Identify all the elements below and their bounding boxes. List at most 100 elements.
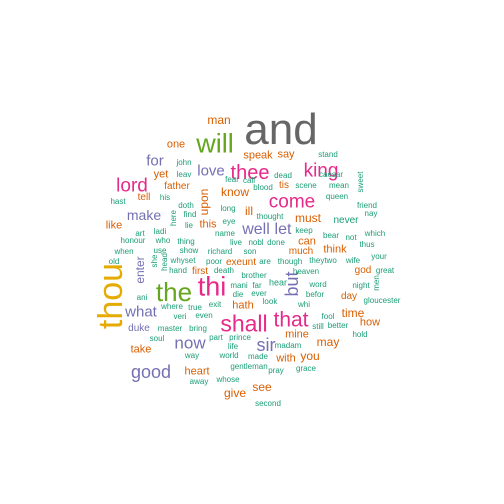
word-soul: soul <box>149 334 165 343</box>
word-dead: dead <box>274 171 292 180</box>
word-grace: grace <box>295 364 317 373</box>
word-head: head <box>160 253 169 271</box>
word-done: done <box>267 238 285 247</box>
word-tell: tell <box>137 192 151 203</box>
word-when: when <box>114 247 134 256</box>
word-say: say <box>277 148 295 161</box>
word-prince: prince <box>229 333 251 342</box>
word-away: away <box>189 377 209 386</box>
word-queen: queen <box>325 192 349 201</box>
word-leav: leav <box>176 170 192 179</box>
word-word: word <box>309 280 327 289</box>
word-veri: veri <box>173 312 187 321</box>
word-whyset: whyset <box>170 256 196 265</box>
word-second: second <box>255 399 281 408</box>
word-brother: brother <box>241 271 267 280</box>
word-father: father <box>164 181 190 192</box>
word-mine: mine <box>285 328 309 341</box>
word-honour: honour <box>120 236 146 245</box>
word-sir: sir <box>256 335 276 355</box>
word-come: come <box>268 191 316 213</box>
word-theytwo: theytwo <box>309 256 337 265</box>
word-your: your <box>371 252 387 261</box>
word-duke: duke <box>128 323 150 334</box>
word-see: see <box>252 380 272 394</box>
word-bring: bring <box>189 324 207 333</box>
word-well: well <box>242 221 270 238</box>
word-true: true <box>188 303 202 312</box>
word-part: part <box>209 333 223 342</box>
word-she: she <box>150 254 159 268</box>
word-madam: madam <box>274 341 302 350</box>
word-day: day <box>340 291 358 302</box>
word-tis: tis <box>279 180 289 191</box>
word-must: must <box>294 211 322 225</box>
word-which: which <box>364 229 386 238</box>
word-shall: shall <box>220 310 268 337</box>
word-fear: fear <box>225 175 239 184</box>
word-thing: thing <box>177 237 195 246</box>
word-doth: doth <box>178 201 194 210</box>
word-heart: heart <box>184 365 210 378</box>
word-keep: keep <box>295 226 313 235</box>
word-whi: whi <box>297 300 311 309</box>
word-sweet: sweet <box>356 171 365 193</box>
word-world: world <box>219 351 239 360</box>
word-use: use <box>153 246 167 255</box>
word-what: what <box>125 303 157 321</box>
word-art: art <box>135 229 145 238</box>
word-hast: hast <box>110 197 126 206</box>
word-mean: mean <box>328 181 350 190</box>
word-master: master <box>157 324 183 333</box>
word-hand: hand <box>169 266 187 275</box>
word-love: love <box>197 162 225 180</box>
word-not: not <box>345 233 357 242</box>
word-death: death <box>213 266 235 275</box>
word-where: where <box>161 302 183 311</box>
word-better: better <box>327 321 349 330</box>
word-pray: pray <box>268 366 284 375</box>
word-son: son <box>243 247 257 256</box>
word-who: who <box>155 236 171 245</box>
word-good: good <box>130 362 172 382</box>
word-may: may <box>316 335 340 349</box>
word-thi: thi <box>197 271 227 302</box>
word-time: time <box>341 306 365 320</box>
word-befor: befor <box>305 290 325 299</box>
word-gloucester: gloucester <box>363 296 401 305</box>
word-blood: blood <box>253 183 273 192</box>
word-let: let <box>274 221 292 238</box>
word-long: long <box>220 204 236 213</box>
word-though: though <box>277 257 303 266</box>
word-give: give <box>223 386 247 400</box>
word-nay: nay <box>364 209 378 218</box>
word-think: think <box>323 243 347 256</box>
word-now: now <box>174 333 206 353</box>
word-lie: lie <box>184 221 194 230</box>
word-mani: mani <box>230 281 248 290</box>
word-even: even <box>195 311 213 320</box>
word-one: one <box>166 138 186 151</box>
word-name: name <box>214 229 236 238</box>
word-ever: ever <box>251 289 267 298</box>
word-whose: whose <box>216 375 240 384</box>
word-show: show <box>179 246 199 255</box>
word-can: can <box>298 235 316 248</box>
word-king: king <box>303 160 339 182</box>
word-great: great <box>375 266 395 275</box>
word-call: call <box>242 176 256 185</box>
word-ladi: ladi <box>153 227 167 236</box>
word-make: make <box>126 207 162 223</box>
word-much: much <box>288 246 314 257</box>
word-still: still <box>312 322 324 331</box>
word-his: his <box>159 193 171 202</box>
word-know: know <box>220 185 250 199</box>
word-never: never <box>333 215 359 226</box>
word-scene: scene <box>295 181 317 190</box>
word-poor: poor <box>205 257 223 266</box>
word-john: john <box>176 158 192 167</box>
word-old: old <box>108 257 120 266</box>
word-with: with <box>276 352 296 365</box>
word-thus: thus <box>359 240 375 249</box>
